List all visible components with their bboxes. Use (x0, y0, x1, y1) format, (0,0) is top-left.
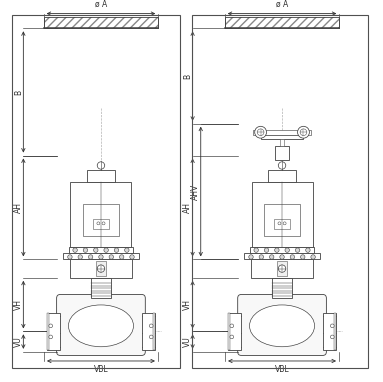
Circle shape (295, 248, 300, 253)
Circle shape (230, 335, 234, 339)
Bar (277, 261, 287, 276)
Text: VBL: VBL (275, 366, 289, 374)
Text: VU: VU (14, 336, 23, 347)
Text: AH: AH (14, 202, 23, 213)
Circle shape (331, 335, 334, 339)
Circle shape (278, 222, 281, 225)
Circle shape (78, 255, 82, 259)
Circle shape (280, 255, 284, 259)
Circle shape (283, 222, 286, 225)
Bar (93, 219, 109, 229)
Circle shape (254, 248, 259, 253)
Circle shape (99, 255, 103, 259)
Circle shape (104, 248, 108, 253)
Text: AH: AH (183, 202, 192, 213)
Circle shape (306, 248, 310, 253)
Circle shape (290, 255, 295, 259)
Bar (254, 129, 311, 135)
Circle shape (97, 162, 105, 169)
Text: ø A: ø A (276, 0, 288, 9)
Circle shape (331, 324, 334, 328)
Text: VH: VH (14, 299, 23, 310)
Ellipse shape (249, 305, 314, 347)
Circle shape (97, 265, 105, 272)
Text: AHV: AHV (192, 183, 200, 200)
Bar (142, 313, 155, 350)
Bar (250, 259, 313, 278)
Circle shape (73, 248, 77, 253)
Bar (268, 170, 296, 182)
Bar (47, 313, 49, 350)
Circle shape (278, 162, 286, 169)
Circle shape (300, 129, 307, 136)
Bar (272, 278, 292, 298)
Circle shape (124, 248, 129, 253)
Circle shape (130, 255, 134, 259)
Circle shape (301, 255, 305, 259)
Circle shape (264, 248, 269, 253)
Circle shape (270, 255, 274, 259)
Circle shape (102, 222, 105, 225)
Bar (83, 204, 118, 236)
Circle shape (298, 126, 309, 138)
Circle shape (230, 324, 234, 328)
Circle shape (49, 324, 52, 328)
Bar (70, 259, 133, 278)
Circle shape (255, 126, 267, 138)
FancyBboxPatch shape (57, 295, 145, 355)
Bar (280, 139, 284, 146)
Circle shape (97, 222, 100, 225)
Text: ø A: ø A (95, 0, 107, 9)
Circle shape (68, 255, 72, 259)
Circle shape (149, 324, 153, 328)
Text: VH: VH (183, 299, 192, 310)
Bar (228, 313, 230, 350)
Bar (252, 182, 313, 247)
Circle shape (149, 335, 153, 339)
Bar (153, 313, 155, 350)
Bar (228, 313, 241, 350)
Bar (44, 17, 158, 28)
FancyBboxPatch shape (238, 295, 326, 355)
Circle shape (114, 248, 119, 253)
Text: VBL: VBL (94, 366, 108, 374)
Bar (244, 253, 320, 259)
Circle shape (88, 255, 93, 259)
Bar (275, 146, 290, 160)
Circle shape (93, 248, 98, 253)
Circle shape (257, 129, 264, 136)
Bar (225, 17, 339, 28)
Bar (265, 204, 300, 236)
Circle shape (278, 265, 286, 272)
Bar (96, 261, 106, 276)
Bar (47, 313, 60, 350)
Ellipse shape (69, 305, 134, 347)
Bar (274, 219, 290, 229)
Bar (63, 253, 139, 259)
Bar (87, 170, 115, 182)
Bar (225, 17, 339, 28)
Bar (334, 313, 336, 350)
Text: VU: VU (183, 336, 192, 347)
Circle shape (285, 248, 290, 253)
Bar (91, 278, 111, 298)
Text: B: B (183, 73, 192, 79)
Text: B: B (14, 89, 23, 94)
Circle shape (249, 255, 253, 259)
Circle shape (311, 255, 315, 259)
Circle shape (83, 248, 88, 253)
Bar (69, 247, 133, 253)
Bar (44, 17, 158, 28)
Circle shape (275, 248, 279, 253)
Bar (192, 15, 368, 368)
Circle shape (259, 255, 264, 259)
Bar (323, 313, 336, 350)
Bar (12, 15, 180, 368)
Bar (250, 247, 314, 253)
Circle shape (109, 255, 113, 259)
Circle shape (49, 335, 52, 339)
Circle shape (119, 255, 124, 259)
Bar (70, 182, 131, 247)
Bar (261, 135, 303, 139)
